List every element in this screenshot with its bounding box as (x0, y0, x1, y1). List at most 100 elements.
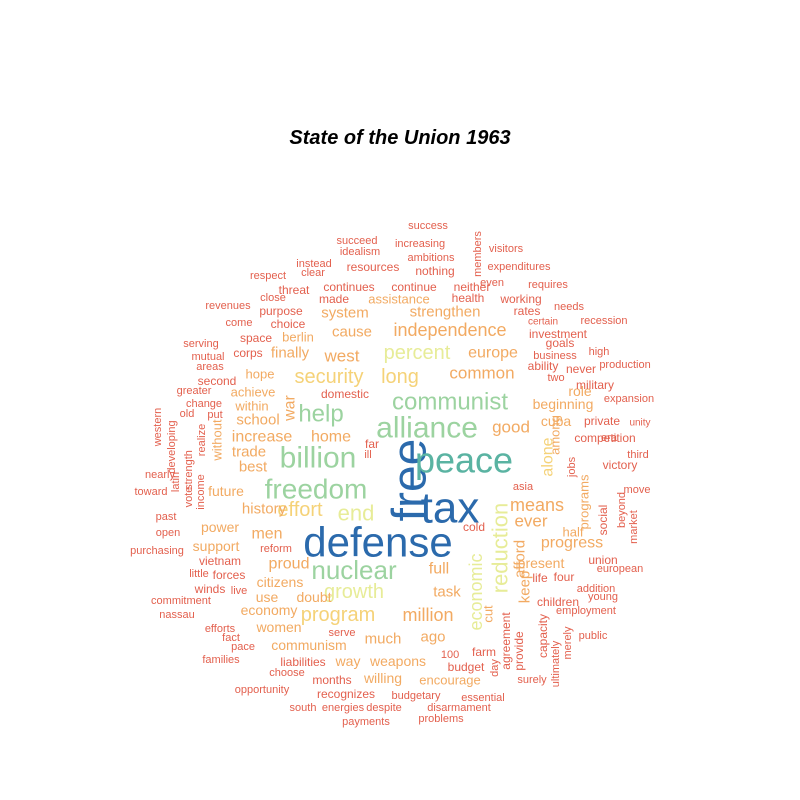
word-west: west (324, 347, 360, 366)
word-among: among (548, 415, 563, 455)
word-europe: europe (468, 345, 518, 362)
word-long: long (381, 366, 419, 388)
word-disarmament: disarmament (427, 702, 491, 714)
word-never: never (566, 362, 596, 376)
word-european: european (597, 563, 644, 575)
word-100: 100 (441, 649, 459, 661)
word-clear: clear (301, 267, 325, 279)
word-problems: problems (418, 713, 464, 725)
word-future: future (208, 483, 244, 499)
word-nearly: nearly (145, 469, 175, 481)
word-working: working (499, 292, 541, 306)
word-public: public (579, 630, 608, 642)
word-full: full (429, 561, 449, 578)
word-third: third (627, 449, 648, 461)
word-doubt: doubt (296, 589, 331, 605)
word-end: end (338, 501, 375, 526)
word-put: put (207, 409, 222, 421)
word-asia: asia (513, 481, 534, 493)
word-forces: forces (213, 568, 246, 582)
word-system: system (321, 305, 369, 322)
word-present: present (518, 555, 565, 571)
word-agreement: agreement (499, 612, 513, 670)
word-efforts: efforts (205, 623, 236, 635)
word-toward: toward (134, 486, 167, 498)
word-economic: economic (466, 553, 486, 630)
word-mutual: mutual (191, 351, 224, 363)
word-realize: realize (196, 424, 208, 456)
word-alliance: alliance (376, 412, 478, 445)
word-business: business (533, 350, 577, 362)
word-without: without (210, 419, 225, 462)
word-months: months (312, 673, 351, 687)
word-common: common (449, 364, 514, 383)
word-increase: increase (232, 429, 293, 446)
word-defense: defense (303, 519, 452, 566)
word-budgetary: budgetary (392, 690, 441, 702)
word-help: help (298, 401, 343, 428)
word-expansion: expansion (604, 393, 654, 405)
word-space: space (240, 331, 272, 345)
word-requires: requires (528, 279, 568, 291)
word-finally: finally (271, 345, 310, 362)
word-goals: goals (546, 336, 575, 350)
word-addition: addition (577, 583, 616, 595)
word-way: way (335, 653, 361, 669)
word-beyond: beyond (616, 492, 628, 528)
word-latin: latin (170, 472, 182, 492)
word-recognizes: recognizes (317, 687, 375, 701)
word-capacity: capacity (536, 614, 550, 658)
word-choose: choose (269, 667, 304, 679)
word-rates: rates (514, 304, 541, 318)
word-strength: strength (183, 450, 195, 490)
word-strengthen: strengthen (410, 304, 481, 321)
word-victory: victory (603, 458, 638, 472)
word-corps: corps (233, 346, 262, 360)
word-change: change (186, 398, 222, 410)
word-afford: afford (512, 540, 529, 578)
word-men: men (251, 526, 282, 543)
word-trade: trade (232, 444, 266, 461)
word-winds: winds (194, 582, 226, 596)
word-essential: essential (461, 692, 504, 704)
word-nothing: nothing (415, 264, 454, 278)
word-free: free (384, 439, 437, 522)
word-support: support (193, 538, 240, 554)
word-threat: threat (279, 283, 310, 297)
word-past: past (156, 511, 177, 523)
word-power: power (201, 519, 239, 535)
word-tax: tax (421, 484, 480, 533)
word-surely: surely (517, 674, 547, 686)
word-reduction: reduction (488, 503, 513, 594)
word-ago: ago (420, 629, 445, 646)
word-south: south (290, 702, 317, 714)
word-opportunity: opportunity (235, 684, 290, 696)
word-continues: continues (323, 280, 374, 294)
word-beginning: beginning (533, 396, 594, 412)
word-neither: neither (454, 280, 491, 294)
word-proud: proud (269, 556, 310, 573)
word-good: good (492, 418, 530, 437)
word-program: program (301, 604, 375, 626)
word-private: private (584, 414, 620, 428)
word-home: home (311, 429, 351, 446)
word-fact: fact (222, 632, 240, 644)
word-purchasing: purchasing (130, 545, 184, 557)
word-open: open (156, 527, 180, 539)
word-cut: cut (481, 605, 496, 623)
word-merely: merely (562, 626, 574, 660)
word-cause: cause (332, 324, 372, 341)
word-investment: investment (529, 327, 588, 341)
word-military: military (576, 378, 614, 392)
word-programs: programs (577, 474, 592, 529)
word-children: children (537, 595, 579, 609)
word-role: role (568, 383, 592, 399)
word-serve: serve (329, 627, 356, 639)
word-social: social (596, 505, 610, 536)
word-communism: communism (271, 637, 346, 653)
word-high: high (589, 346, 610, 358)
word-progress: progress (541, 535, 603, 552)
word-cold: cold (463, 520, 485, 534)
word-effort: effort (277, 499, 323, 521)
word-increasing: increasing (395, 238, 445, 250)
